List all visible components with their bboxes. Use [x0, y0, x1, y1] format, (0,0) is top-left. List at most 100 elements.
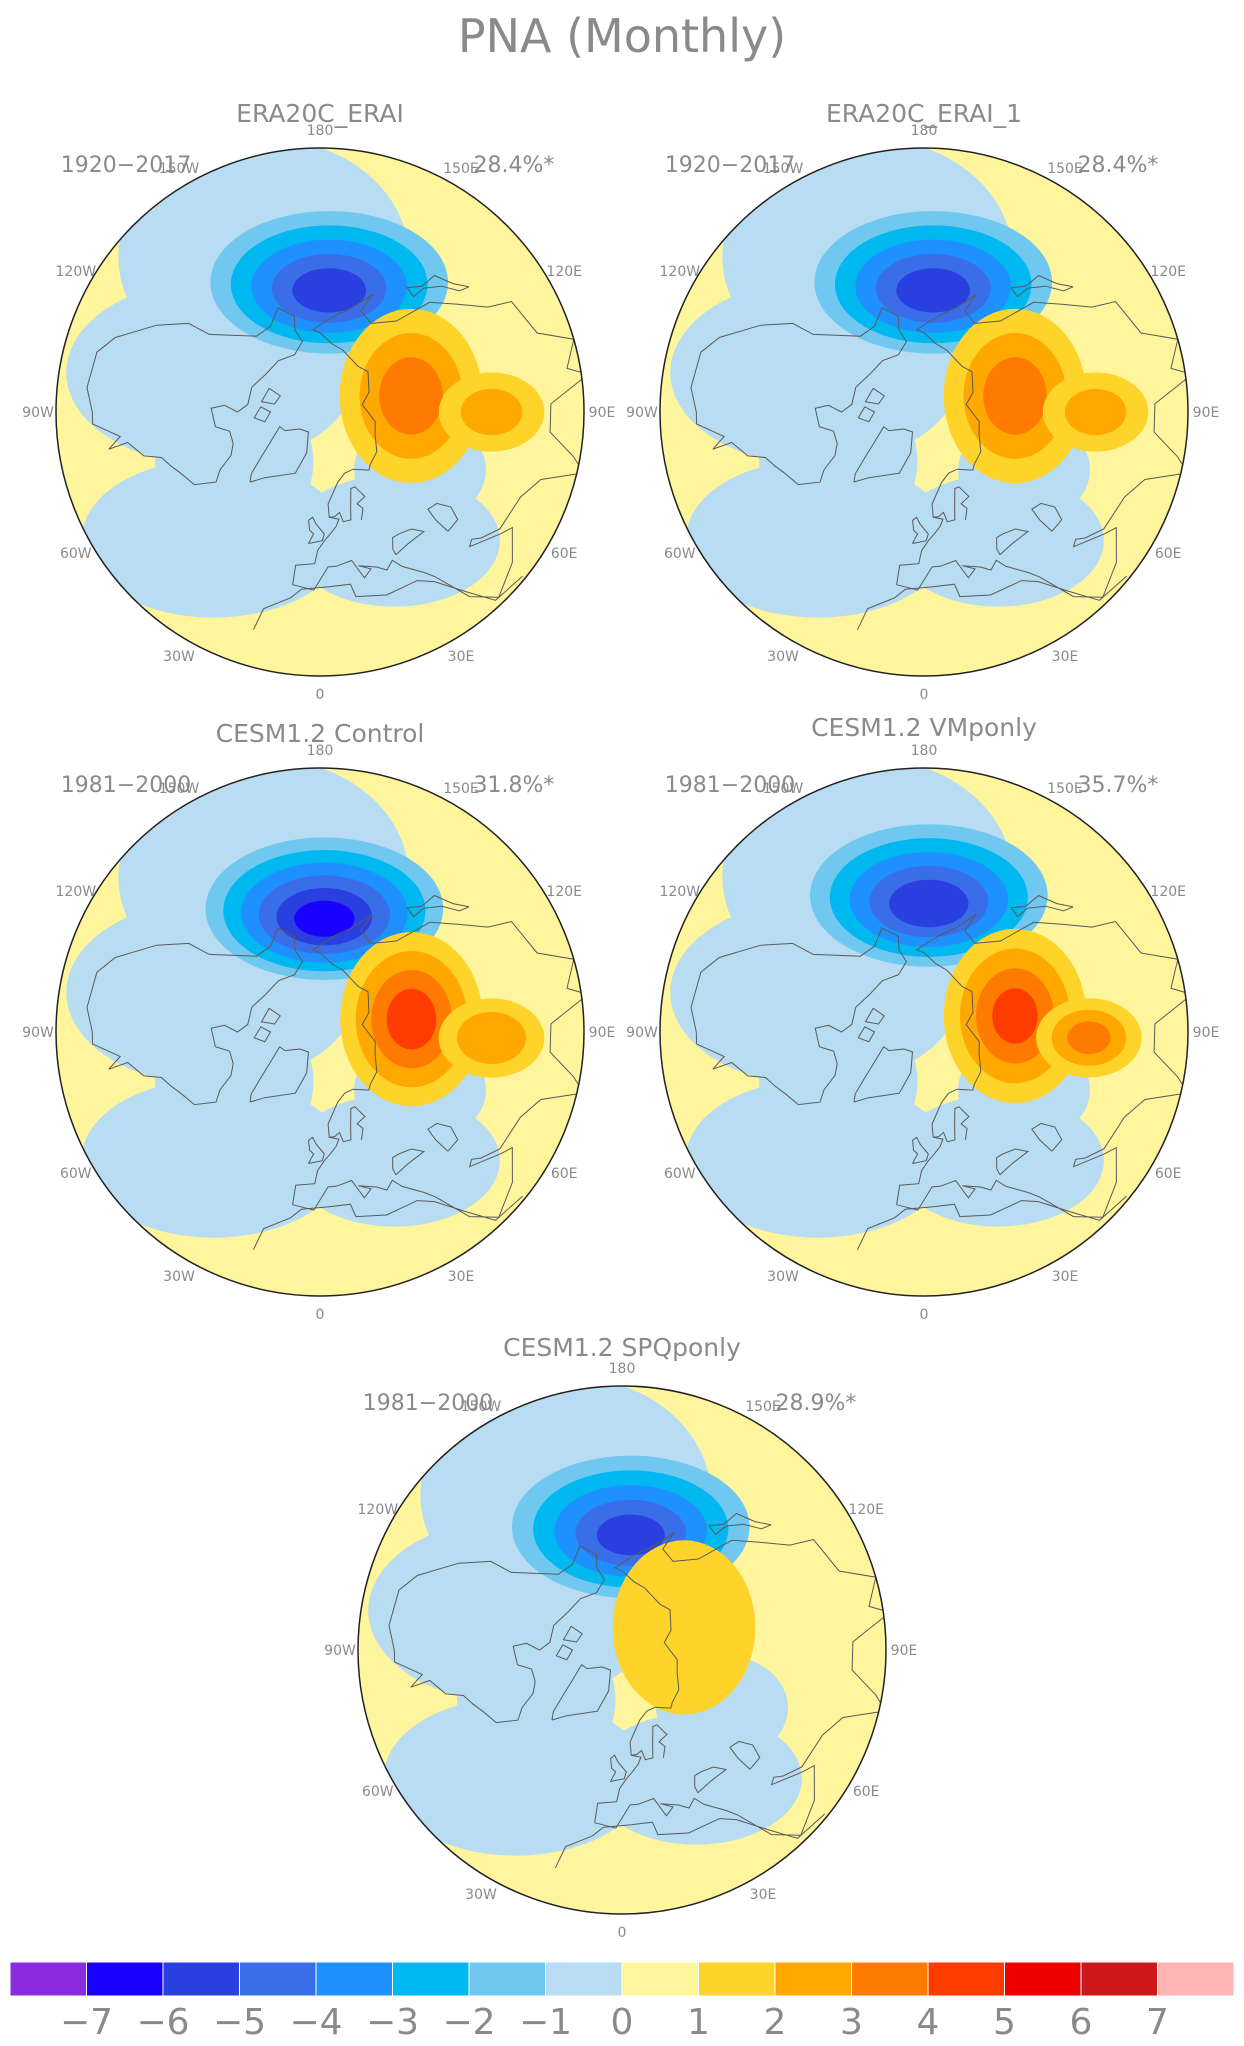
- colorbar-label: 1: [687, 2002, 710, 2043]
- map-panel: CESM1.2 SPQponly 1981−2000 28.9%* 180 15…: [324, 1333, 917, 1941]
- coastlines: [86, 894, 584, 1251]
- lon-label: 90E: [1193, 1025, 1220, 1041]
- map-boundary: [659, 767, 1189, 1297]
- panel-period: 1981−2000: [665, 773, 795, 798]
- colorbar-box: [698, 1961, 776, 1997]
- lon-label: 90E: [891, 1643, 918, 1659]
- lon-label: 60W: [60, 546, 92, 562]
- colorbar-box: [86, 1961, 164, 1997]
- lon-label: 180: [307, 123, 334, 139]
- lon-label: 90W: [22, 405, 54, 421]
- lon-label: 90W: [626, 405, 658, 421]
- colorbar-label: −1: [519, 2002, 572, 2043]
- panel-period: 1920−2017: [665, 153, 795, 178]
- colorbar-box: [315, 1961, 393, 1997]
- colorbar: −7 −6 −5 −4 −3 −2 −1 0 1 2 3 4 5 6 7: [9, 1961, 1235, 2043]
- coastlines: [86, 274, 584, 631]
- colorbar-box: [621, 1961, 699, 1997]
- lon-label: 150E: [1047, 161, 1083, 177]
- lon-label: 150E: [443, 781, 479, 797]
- contour-field: [56, 768, 584, 1296]
- lon-label: 150E: [1047, 781, 1083, 797]
- lon-label: 30E: [448, 1269, 475, 1285]
- lon-label: 60E: [551, 1166, 578, 1182]
- lon-label: 90E: [1193, 405, 1220, 421]
- panel-period: 1981−2000: [61, 773, 191, 798]
- colorbar-box: [162, 1961, 240, 1997]
- lon-label: 150W: [763, 161, 804, 177]
- colorbar-label: −2: [442, 2002, 495, 2043]
- contour-field: [56, 148, 584, 676]
- figure-title: PNA (Monthly): [458, 9, 786, 63]
- lon-label: 120W: [660, 264, 701, 280]
- map-panel: CESM1.2 Control 1981−2000 31.8%* 180 150…: [22, 719, 615, 1323]
- lon-label: 30E: [1052, 1269, 1079, 1285]
- colorbar-label: 2: [764, 2002, 787, 2043]
- longitude-labels: 180 150E 120E 90E 60E 30E 0 30W 60W 90W …: [22, 743, 615, 1323]
- lon-label: 60E: [551, 546, 578, 562]
- map-panel: ERA20C_ERAI_1 1920−2017 28.4%* 180 150E …: [626, 99, 1219, 703]
- lon-label: 120W: [56, 884, 97, 900]
- panel-variance: 35.7%*: [1078, 773, 1159, 798]
- colorbar-label: 3: [840, 2002, 863, 2043]
- colorbar-label: 0: [611, 2002, 634, 2043]
- panel-variance: 28.4%*: [1078, 153, 1159, 178]
- longitude-labels: 180 150E 120E 90E 60E 30E 0 30W 60W 90W …: [626, 123, 1219, 703]
- colorbar-label: −5: [213, 2002, 266, 2043]
- lon-label: 90E: [589, 405, 616, 421]
- lon-label: 120E: [1150, 884, 1186, 900]
- longitude-labels: 180 150E 120E 90E 60E 30E 0 30W 60W 90W …: [324, 1361, 917, 1941]
- longitude-labels: 180 150E 120E 90E 60E 30E 0 30W 60W 90W …: [626, 743, 1219, 1323]
- colorbar-label: 7: [1146, 2002, 1169, 2043]
- lon-label: 180: [307, 743, 334, 759]
- lon-label: 30W: [163, 1269, 195, 1285]
- colorbar-box: [545, 1961, 623, 1997]
- lon-label: 60W: [362, 1784, 394, 1800]
- lon-label: 150W: [763, 781, 804, 797]
- lon-label: 60E: [853, 1784, 880, 1800]
- contour-field: [660, 768, 1188, 1296]
- lon-label: 60E: [1155, 546, 1182, 562]
- lon-label: 150W: [461, 1399, 502, 1415]
- lon-label: 60W: [60, 1166, 92, 1182]
- panel-title: ERA20C_ERAI: [236, 99, 404, 128]
- map-panel: ERA20C_ERAI 1920−2017 28.4%* 180 150E 12…: [22, 99, 615, 703]
- map-panel: CESM1.2 VMponly 1981−2000 35.7%* 180 150…: [626, 713, 1219, 1323]
- coastlines: [690, 274, 1188, 631]
- lon-label: 0: [920, 1307, 929, 1323]
- colorbar-label: −4: [289, 2002, 342, 2043]
- lon-label: 30E: [448, 649, 475, 665]
- panel-period: 1981−2000: [363, 1391, 493, 1416]
- lon-label: 90W: [22, 1025, 54, 1041]
- colorbar-labels: −7 −6 −5 −4 −3 −2 −1 0 1 2 3 4 5 6 7: [60, 2002, 1169, 2043]
- panel-title: ERA20C_ERAI_1: [826, 99, 1022, 128]
- lon-label: 120E: [546, 884, 582, 900]
- lon-label: 150E: [443, 161, 479, 177]
- contour-field: [358, 1386, 886, 1914]
- panel-title: CESM1.2 VMponly: [811, 713, 1037, 742]
- colorbar-box: [1080, 1961, 1158, 1997]
- map-boundary: [55, 147, 585, 677]
- colorbar-label: −6: [136, 2002, 189, 2043]
- panel-period: 1920−2017: [61, 153, 191, 178]
- colorbar-box: [468, 1961, 546, 1997]
- colorbar-box: [9, 1961, 87, 1997]
- panel-variance: 28.4%*: [474, 153, 555, 178]
- lon-label: 0: [316, 1307, 325, 1323]
- colorbar-box: [774, 1961, 852, 1997]
- panel-title: CESM1.2 SPQponly: [503, 1333, 741, 1362]
- lon-label: 30E: [1052, 649, 1079, 665]
- lon-label: 30E: [750, 1887, 777, 1903]
- lon-label: 30W: [767, 649, 799, 665]
- lon-label: 90E: [589, 1025, 616, 1041]
- lon-label: 0: [920, 687, 929, 703]
- lon-label: 60W: [664, 1166, 696, 1182]
- colorbar-label: 6: [1070, 2002, 1093, 2043]
- panel-title: CESM1.2 Control: [216, 719, 425, 748]
- lon-label: 90W: [626, 1025, 658, 1041]
- lon-label: 180: [911, 123, 938, 139]
- coastlines: [388, 1512, 886, 1869]
- colorbar-label: 4: [917, 2002, 940, 2043]
- lon-label: 120E: [848, 1502, 884, 1518]
